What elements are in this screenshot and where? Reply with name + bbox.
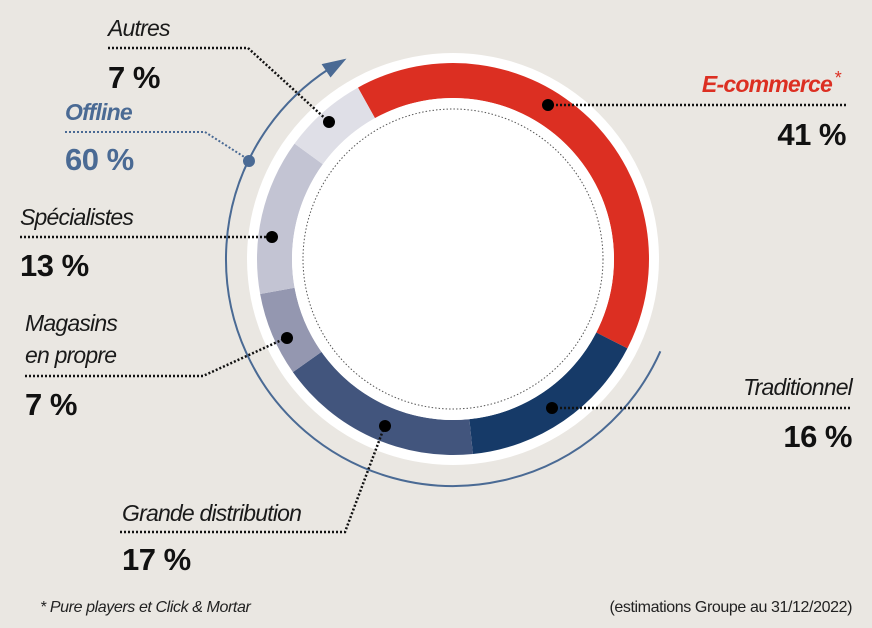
- value-ecommerce: 41 %: [777, 117, 846, 152]
- value-autres: 7 %: [108, 60, 160, 95]
- segment-traditionnel: [469, 332, 628, 454]
- leader-grande-distribution: [120, 424, 387, 534]
- segment-grande-distribution: [292, 351, 473, 455]
- value-grande-distribution: 17 %: [122, 542, 191, 577]
- leader-autres: [108, 46, 330, 123]
- leader-offline: [65, 131, 250, 161]
- offline-arrow-icon: [321, 58, 347, 78]
- label-magasins-line2: en propre: [25, 342, 116, 368]
- center-disc: [292, 98, 614, 420]
- label-offline: Offline: [65, 99, 133, 125]
- segment-sp-cialistes: [257, 143, 323, 295]
- dot-offline: [243, 155, 255, 167]
- label-autres: Autres: [106, 15, 171, 41]
- leader-magasins: [25, 336, 287, 378]
- inner-dotted-circle: [302, 108, 604, 410]
- donut-segments: [257, 63, 649, 455]
- segment-magasins-en-propre: [260, 287, 322, 373]
- dot-grande-distribution: [379, 420, 391, 432]
- value-offline: 60 %: [65, 142, 134, 177]
- value-traditionnel: 16 %: [783, 419, 852, 454]
- label-magasins-line1: Magasins: [25, 310, 118, 336]
- source-note: (estimations Groupe au 31/12/2022): [609, 599, 852, 616]
- value-specialistes: 13 %: [20, 248, 89, 283]
- dot-specialistes: [266, 231, 278, 243]
- label-grande-distribution: Grande distribution: [122, 500, 301, 526]
- label-ecommerce: E-commerce: [702, 71, 833, 97]
- footnote: * Pure players et Click & Mortar: [40, 599, 251, 616]
- dot-magasins: [281, 332, 293, 344]
- segment-e-commerce: [357, 63, 649, 349]
- label-traditionnel: Traditionnel: [743, 374, 854, 400]
- dot-traditionnel: [546, 402, 558, 414]
- dot-ecommerce: [542, 99, 554, 111]
- label-ecommerce-asterisk: *: [834, 68, 842, 88]
- offline-arc: [225, 67, 662, 487]
- dot-autres: [323, 116, 335, 128]
- value-magasins: 7 %: [25, 387, 77, 422]
- segment-autres: [294, 87, 375, 165]
- label-specialistes: Spécialistes: [20, 204, 134, 230]
